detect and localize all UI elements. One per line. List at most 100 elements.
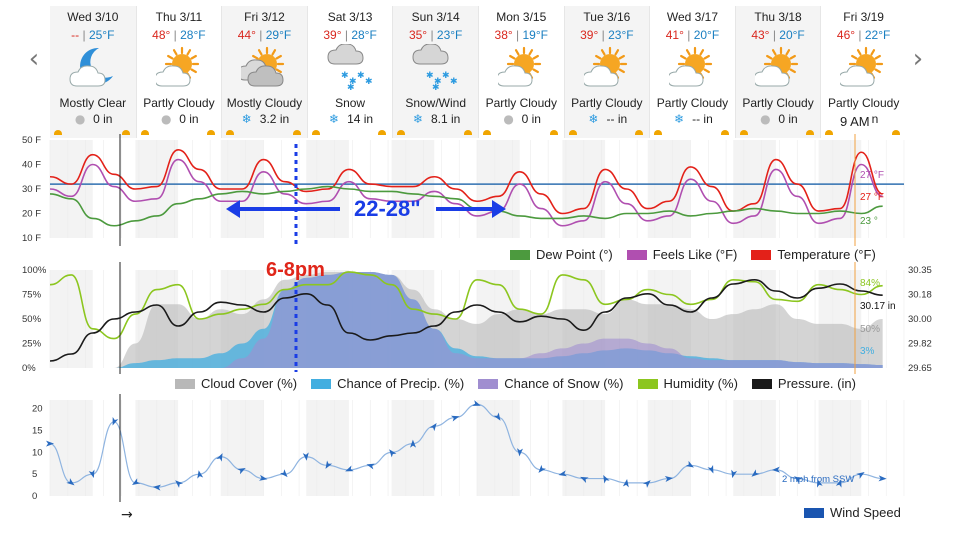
day-card[interactable]: Sat 3/13 39° | 28°F ✱ ✱ ✱ ✱ ✱ Snow ❄ 14 in: [306, 6, 393, 138]
day-high: 48°: [152, 28, 171, 42]
wind-direction-icon: [580, 476, 589, 483]
sun-cloud-icon: [496, 44, 546, 92]
legend-item[interactable]: Humidity (%): [637, 376, 738, 391]
day-condition: Mostly Cloudy: [226, 96, 303, 110]
hover-time-label: 9 AM: [838, 114, 872, 129]
day-card[interactable]: Thu 3/11 48° | 28°F Partly Cloudy ● 0 in: [135, 6, 222, 138]
day-low: 23°F: [608, 28, 634, 42]
wind-direction-icon: [835, 479, 842, 488]
svg-text:✱: ✱: [347, 83, 355, 92]
next-days-button[interactable]: ›: [912, 44, 924, 74]
sun-cloud-icon: [838, 44, 888, 92]
humidity-line: [49, 271, 883, 340]
sunrise-icon: [482, 130, 491, 135]
precip-chart[interactable]: 100% 75% 50% 25% 0% 30.35 30.18 30.00 29.82 29.65…: [0, 262, 960, 374]
temperature-chart[interactable]: 50 F 40 F 30 F 20 F 10 F 27 °F 27 °F 23 ° 22-28": [0, 134, 960, 246]
wind-direction-icon: [237, 468, 246, 475]
snowflake-icon: ❄: [588, 112, 599, 126]
sunset-icon: [806, 130, 815, 135]
day-date: Wed 3/17: [666, 10, 719, 24]
day-date: Mon 3/15: [496, 10, 547, 24]
night-band: [818, 400, 862, 496]
wind-chart[interactable]: 20 15 10 5 0 2 mph from SSW: [0, 394, 960, 502]
day-condition: Partly Cloudy: [827, 96, 900, 110]
wind-legend: Wind Speed: [804, 505, 901, 520]
legend-item[interactable]: Dew Point (°): [510, 247, 613, 262]
day-date: Wed 3/10: [67, 10, 119, 24]
wind-direction-icon: [389, 449, 397, 458]
prev-days-button[interactable]: ‹: [28, 44, 40, 74]
y-tick-label: 10: [32, 447, 43, 458]
day-card[interactable]: Mon 3/15 38° | 19°F Partly Cloudy ● 0 in: [477, 6, 564, 138]
sunset-icon: [292, 130, 301, 135]
y-tick-label: 50 F: [22, 135, 41, 146]
legend-label: Pressure. (in): [777, 376, 856, 391]
day-card[interactable]: Thu 3/18 43° | 20°F Partly Cloudy ● 0 in: [734, 6, 821, 138]
snow-total-annotation: 22-28": [354, 196, 421, 221]
svg-text:✱: ✱: [432, 83, 440, 92]
legend-item[interactable]: Feels Like (°F): [626, 247, 737, 262]
wind-direction-icon: [175, 480, 184, 488]
wind-direction-icon: [642, 480, 651, 488]
wind-direction-icon: [46, 440, 54, 447]
legend-item[interactable]: Cloud Cover (%): [175, 376, 297, 391]
wind-direction-icon: [516, 448, 523, 457]
sunset-icon: [549, 130, 558, 135]
legend-item[interactable]: Pressure. (in): [751, 376, 856, 391]
snow-icon: ✱ ✱ ✱ ✱ ✱: [327, 43, 375, 93]
legend-label: Chance of Precip. (%): [337, 376, 465, 391]
humidity-readout: 84%: [860, 278, 880, 289]
legend-swatch: [804, 507, 824, 518]
wind-direction-icon: [685, 460, 694, 468]
temp-separator: |: [173, 28, 177, 42]
sun-cloud-icon: [753, 44, 803, 92]
legend-label: Chance of Snow (%): [504, 376, 624, 391]
day-high: 41°: [665, 28, 684, 42]
sunrise-icon: [140, 130, 149, 135]
wind-readout: 2 mph from SSW: [782, 474, 854, 485]
raindrop-icon: ●: [760, 112, 771, 126]
temp-separator: |: [858, 28, 862, 42]
snowflake-icon: ❄: [674, 112, 685, 126]
y-tick-label: 75%: [22, 290, 42, 301]
wind-direction-icon: [707, 464, 714, 474]
day-card[interactable]: Fri 3/12 44° | 29°F Mostly Cloudy ❄ 3.2 i…: [221, 6, 307, 138]
sunrise-icon: [311, 130, 320, 135]
sunset-icon: [635, 130, 644, 135]
raindrop-icon: ●: [160, 112, 172, 126]
legend-item[interactable]: Chance of Precip. (%): [311, 376, 464, 391]
wind-direction-icon: [558, 470, 567, 477]
legend-item[interactable]: Temperature (°F): [751, 247, 876, 262]
day-condition: Partly Cloudy: [485, 96, 557, 110]
raindrop-icon: ●: [74, 112, 86, 126]
y-tick-label: 50%: [22, 314, 42, 325]
sunrise-icon: [654, 130, 663, 135]
day-temps: 39° | 23°F: [565, 28, 650, 42]
y-tick-label: 100%: [22, 265, 47, 276]
day-card[interactable]: Wed 3/17 41° | 20°F Partly Cloudy ❄ -- in: [649, 6, 735, 138]
snowflake-icon: ❄: [329, 112, 340, 126]
legend-swatch: [751, 378, 772, 389]
day-card[interactable]: Tue 3/16 39° | 23°F Partly Cloudy ❄ -- in: [563, 6, 650, 138]
daily-forecast-strip: Wed 3/10 -- | 25°F Mostly Clear ● 0 in Th…: [50, 6, 906, 138]
wind-direction-icon: [856, 471, 865, 479]
y2-tick-label: 30.35: [908, 265, 932, 276]
legend-swatch: [478, 378, 499, 389]
night-band: [733, 400, 776, 496]
legend-swatch: [175, 378, 195, 389]
day-high: 46°: [836, 28, 856, 42]
day-low: 20°F: [693, 28, 720, 42]
temperature-line: [49, 148, 883, 215]
day-card[interactable]: Fri 3/19 46° | 22°F Partly Cloudy ●in: [820, 6, 906, 138]
wind-direction-icon: [603, 475, 610, 484]
wind-direction-icon: [538, 464, 546, 473]
day-card[interactable]: Sun 3/14 35° | 23°F ✱ ✱ ✱ ✱ ✱ Snow/Wind ❄ 8.1…: [392, 6, 478, 138]
wind-direction-icon: [259, 474, 268, 481]
legend-item[interactable]: Wind Speed: [804, 505, 901, 520]
y-tick-label: 10 F: [22, 233, 41, 244]
wind-direction-icon: [816, 479, 823, 488]
legend-item[interactable]: Chance of Snow (%): [478, 376, 624, 391]
day-card[interactable]: Wed 3/10 -- | 25°F Mostly Clear ● 0 in: [50, 6, 136, 138]
arrow-right-icon: [492, 200, 506, 218]
wind-direction-icon: [751, 469, 760, 477]
